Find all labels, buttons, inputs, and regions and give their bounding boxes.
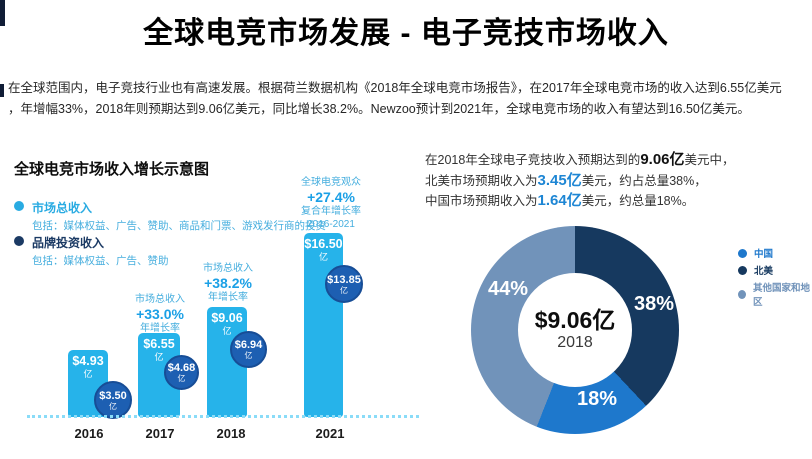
growth-note-2021-label: 全球电竞观众 bbox=[301, 177, 361, 188]
growth-note-2021-caption: 复合年增长率 bbox=[301, 206, 361, 217]
donut-legend-label-others: 其他国家和地区 bbox=[752, 283, 810, 308]
china-number: 1.64亿 bbox=[537, 192, 582, 209]
bar-2021: $16.50 亿 bbox=[304, 233, 343, 417]
axis-label-2017: 2017 bbox=[145, 426, 175, 441]
growth-note-2021-percent: +27.4% bbox=[307, 189, 355, 205]
legend-desc-total-revenue: 包括：媒体权益、广告、赞助、商品和门票、游戏发行商的投资 bbox=[32, 220, 326, 232]
total-revenue-number: 9.06亿 bbox=[640, 151, 685, 168]
slice-label-north-america: 38% bbox=[634, 293, 675, 315]
donut-legend-china: 中国 bbox=[738, 246, 773, 260]
bubble-2016: $3.50 亿 bbox=[94, 381, 132, 419]
axis-label-2021: 2021 bbox=[315, 426, 345, 441]
legend-label-brand-investment: 品牌投资收入 bbox=[32, 236, 105, 250]
donut-legend-others: 其他国家和地区 bbox=[738, 280, 812, 308]
bubble-2018-value: $6.94 bbox=[234, 339, 263, 351]
donut-text-line3: 中国市场预期收入为 bbox=[425, 194, 538, 208]
donut-center-year: 2018 bbox=[557, 334, 593, 351]
donut-legend-north-america: 北美 bbox=[738, 263, 773, 277]
bubble-2016-unit: 亿 bbox=[109, 401, 117, 411]
growth-note-2017: 市场总收入 +33.0% 年增长率 bbox=[135, 293, 185, 335]
bar-2018-unit: 亿 bbox=[222, 326, 232, 336]
donut-legend-label-china: 中国 bbox=[754, 249, 774, 260]
axis-baseline bbox=[27, 415, 419, 418]
legend-label-total-revenue: 市场总收入 bbox=[32, 201, 93, 215]
bar-2016-value: $4.93 bbox=[72, 354, 104, 368]
legend-dot-icon-brand-investment bbox=[14, 236, 24, 246]
page-title: 全球电竞市场发展 - 电子竞技市场收入 bbox=[143, 17, 669, 50]
bubble-2017: $4.68 亿 bbox=[164, 355, 199, 390]
bubble-2017-unit: 亿 bbox=[177, 374, 186, 383]
legend-desc-brand-investment: 包括：媒体权益、广告、赞助 bbox=[32, 255, 169, 267]
bubble-2021: $13.85 亿 bbox=[325, 265, 363, 303]
legend-dot-icon-north-america bbox=[738, 265, 747, 275]
bar-2021-value: $16.50 bbox=[304, 237, 343, 251]
growth-note-2018-label: 市场总收入 bbox=[203, 263, 253, 274]
growth-note-2021: 全球电竞观众 +27.4% 复合年增长率 2016-2021 bbox=[301, 176, 361, 231]
bubble-2021-unit: 亿 bbox=[340, 285, 348, 295]
growth-note-2017-label: 市场总收入 bbox=[135, 294, 185, 305]
donut-text-line1: 在2018年全球电子竞技收入预期达到的 bbox=[425, 153, 641, 167]
bar-chart-heading: 全球电竞市场收入增长示意图 bbox=[14, 161, 210, 178]
donut-text-line2: 北美市场预期收入为 bbox=[425, 173, 538, 188]
bubble-2017-value: $4.68 bbox=[167, 362, 196, 374]
growth-note-2017-caption: 年增长率 bbox=[140, 323, 180, 334]
axis-label-2016: 2016 bbox=[74, 426, 104, 441]
donut-center-value: $9.06亿 bbox=[534, 307, 616, 333]
slice-label-others: 44% bbox=[488, 278, 529, 300]
legend-dot-icon-total-revenue bbox=[14, 201, 24, 211]
bar-2021-unit: 亿 bbox=[318, 252, 328, 262]
growth-note-2018-percent: +38.2% bbox=[204, 275, 252, 291]
intro-line1: 在全球范围内，电子竞技行业也有高速发展。根据荷兰数据机构《2018年全球电竞市场… bbox=[8, 81, 782, 95]
donut-legend-label-north-america: 北美 bbox=[754, 266, 774, 277]
bar-2017-unit: 亿 bbox=[154, 352, 164, 362]
donut-text-line3-post: 美元，约总量18%。 bbox=[581, 194, 695, 208]
growth-note-2018: 市场总收入 +38.2% 年增长率 bbox=[203, 262, 253, 304]
intro-line2: ，年增幅33%，2018年则预期达到9.06亿美元，同比增长38.2%。Newz… bbox=[8, 102, 750, 116]
growth-note-2017-percent: +33.0% bbox=[136, 306, 184, 322]
bubble-2018-unit: 亿 bbox=[244, 351, 253, 360]
north-america-number: 3.45亿 bbox=[537, 171, 582, 189]
bar-2018-value: $9.06 bbox=[211, 311, 243, 325]
growth-note-2021-range: 2016-2021 bbox=[307, 219, 355, 230]
bubble-2018: $6.94 亿 bbox=[230, 331, 267, 368]
legend-dot-icon-china bbox=[738, 248, 747, 258]
bubble-2016-value: $3.50 bbox=[99, 389, 127, 402]
bar-2016-unit: 亿 bbox=[83, 369, 93, 379]
axis-label-2018: 2018 bbox=[216, 426, 246, 441]
edge-mark-icon bbox=[0, 84, 4, 97]
intro-paragraph: 在全球范围内，电子竞技行业也有高速发展。根据荷兰数据机构《2018年全球电竞市场… bbox=[8, 78, 806, 120]
slice-label-china: 18% bbox=[577, 388, 618, 410]
legend-dot-icon-others bbox=[738, 289, 746, 299]
donut-text-line2-post: 美元，约占总量38%， bbox=[581, 173, 707, 188]
donut-center: $9.06亿 2018 bbox=[518, 273, 632, 387]
edge-mark-icon bbox=[0, 0, 5, 26]
donut-text-line1-post: 美元中， bbox=[684, 153, 735, 167]
bubble-2021-value: $13.85 bbox=[327, 273, 361, 286]
growth-note-2018-caption: 年增长率 bbox=[208, 292, 248, 303]
bar-2017-value: $6.55 bbox=[143, 337, 175, 351]
donut-paragraph: 在2018年全球电子竞技收入预期达到的9.06亿美元中， 北美市场预期收入为3.… bbox=[425, 150, 805, 212]
